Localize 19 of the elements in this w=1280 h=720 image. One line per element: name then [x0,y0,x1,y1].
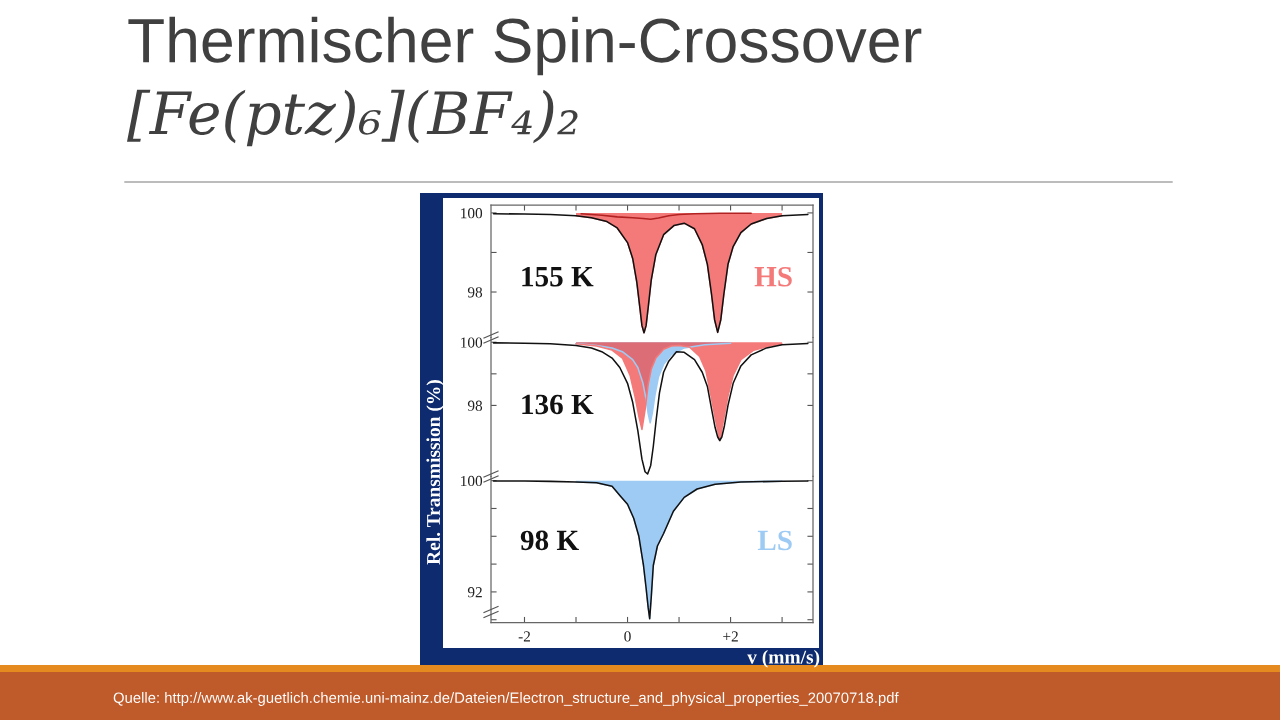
y-axis-title: Rel. Transmission (%) [426,380,444,565]
annotation: 98 K [520,530,579,551]
y-tick-label: 100 [461,208,483,219]
chart-subtitle: [Fe(ptz)₆](BF₄)₂ [127,89,578,147]
y-tick-label: 98 [467,287,483,298]
annotation: 155 K [522,266,594,287]
y-tick-label: 100 [461,337,483,348]
x-axis-title: v (mm/s) [747,649,820,668]
y-tick-label: 98 [467,400,483,411]
x-tick-label: +2 [723,631,738,642]
annotation: 136 K [522,394,594,415]
x-tick-label: 0 [624,631,631,642]
source-note: Quelle: http://www.ak-guetlich.chemie.uni-mainz.de/Dateien/Electron_structure_and_physical_properties_20070718.pdf [113,692,899,706]
y-tick-label: 92 [467,587,482,598]
chart-title: Thermischer Spin-Crossover [128,16,922,76]
y-tick-label: 100 [461,475,483,487]
series-label: HS [754,266,792,287]
x-tick-label: -2 [518,631,531,642]
series-label: LS [757,530,792,551]
